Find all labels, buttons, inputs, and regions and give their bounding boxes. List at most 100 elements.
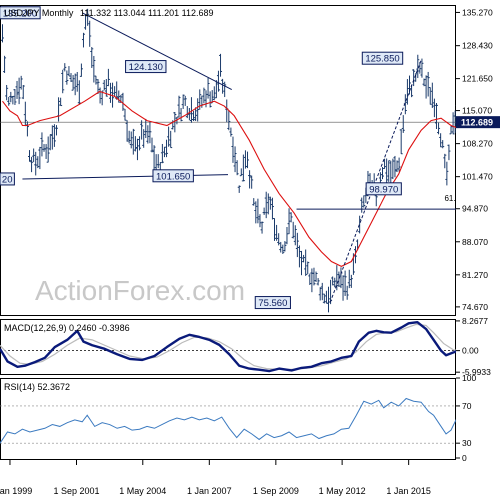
price-bar [268,196,272,210]
price-bar [322,293,326,304]
price-bar [94,75,98,85]
macd-y-tick-label: -5.9933 [462,367,491,377]
annotation-box [0,6,41,20]
price-bar [418,61,422,74]
ohlc-values: 111.332 113.044 111.201 112.689 [80,8,214,18]
price-bar [343,270,347,296]
price-bar [69,73,73,83]
price-bar [447,144,451,161]
price-bar [443,153,447,169]
price-bar [133,136,137,152]
price-bar [32,148,36,163]
price-y-tick-label: 121.650 [462,74,493,84]
price-bar [219,53,223,77]
price-bar [152,145,156,171]
price-bar [75,71,79,92]
price-bar [414,73,418,82]
x-tick-label: 1 Jan 2015 [386,486,431,496]
price-bar [316,278,320,286]
price-bar [360,197,364,213]
price-bar [9,91,13,103]
price-bar [3,55,7,73]
price-bar [34,151,38,176]
price-y-tick-label: 115.070 [462,106,492,116]
price-bar [194,107,198,121]
price-bar [362,195,366,208]
price-bar [391,158,395,180]
annotation-text: 20 [2,174,13,185]
price-bar [146,125,150,144]
price-bar [123,108,127,121]
rsi-y-tick-label: 30 [462,438,472,448]
price-bar [202,87,206,104]
x-tick-label: 1 Jan 1999 [0,486,32,496]
price-bar [248,170,252,189]
price-bar [453,110,456,133]
price-bar [287,208,291,235]
symbol: USDJPY [4,8,40,18]
price-bar [0,24,4,43]
price-bar [40,132,44,157]
price-bar [81,32,85,48]
price-y-tick-label: 128.430 [462,41,493,51]
price-bar [173,112,177,133]
macd-signal-line [0,323,456,370]
price-bar [73,73,77,96]
price-bar [441,140,445,149]
price-bar [13,89,17,105]
price-bar [71,74,75,91]
price-bar [192,110,196,121]
macd-y-tick-label: 0.00 [462,346,479,356]
price-bar [252,198,256,206]
price-bar [353,246,357,264]
price-bar [61,69,65,94]
price-bar [148,121,152,144]
price-bar [221,78,225,94]
annotation-label: 101.650 [152,169,194,183]
price-bar [304,249,308,276]
price-bar [127,130,131,144]
x-tick-label: 1 Jan 2007 [187,486,232,496]
price-bar [347,269,351,289]
price-y-tick-label: 108.270 [462,139,493,149]
price-bar [312,267,316,286]
price-bar [121,92,125,111]
price-bar [426,71,430,97]
price-bar [393,155,397,178]
price-bar [129,131,133,149]
price-bar [15,80,19,99]
price-y-tick-label: 135.270 [462,7,493,17]
price-bar [327,286,331,313]
price-bar [30,156,34,173]
price-bar [165,139,169,158]
annotation-text: 124.130 [129,62,163,73]
price-bar [397,157,401,172]
price-bar [189,97,193,123]
price-bar [432,98,436,118]
price-bar [254,201,258,224]
price-bar [169,130,173,149]
price-bar [88,20,92,47]
price-bar [187,108,191,121]
trendline-3 [329,60,422,303]
price-bar [135,138,139,161]
price-bar [54,125,58,136]
price-bar [405,79,409,105]
annotation-label: 20 [0,172,15,186]
price-bar [183,95,187,106]
price-bar [449,126,453,135]
price-y-tick-label: 88.070 [462,237,488,247]
annotation-label: 135.200 [0,6,41,20]
price-bar [23,101,27,127]
annotation-text: 125.850 [365,54,399,65]
price-bar [451,112,455,135]
price-bar [277,233,281,246]
price-bar [341,275,345,301]
price-bar [196,98,200,122]
price-bar [295,232,299,258]
price-bar [260,221,264,234]
x-tick-label: 1 May 2004 [119,486,166,496]
price-bar [90,47,94,68]
price-bar [306,261,310,275]
